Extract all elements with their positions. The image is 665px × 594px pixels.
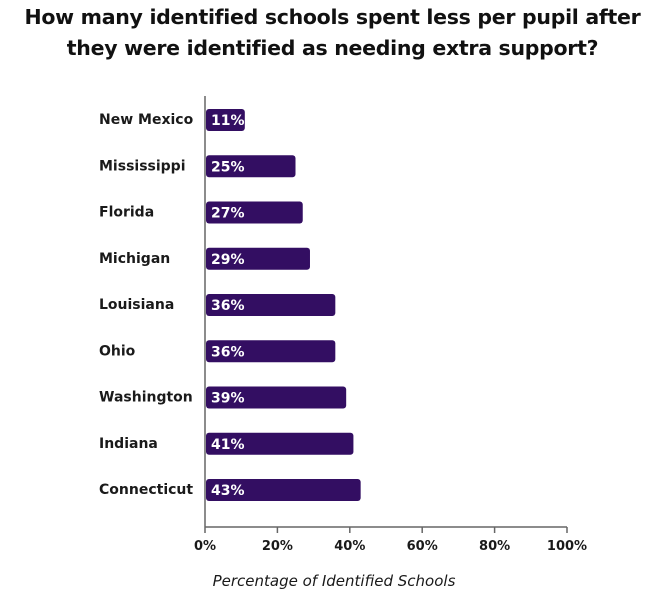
bar-value-label: 41% — [211, 437, 245, 453]
category-label: Louisiana — [99, 297, 174, 313]
x-tick-label: 40% — [334, 539, 365, 554]
bar-value-label: 11% — [211, 113, 245, 129]
bar-florida — [206, 201, 303, 224]
category-label: Indiana — [99, 436, 158, 452]
category-label: Washington — [99, 390, 193, 406]
bar-mississippi — [206, 155, 296, 178]
bar-value-label: 36% — [211, 298, 245, 314]
x-tick-label: 20% — [262, 539, 293, 554]
bar-value-label: 25% — [211, 159, 245, 175]
bar-louisiana — [206, 294, 336, 316]
x-tick-label: 80% — [479, 539, 510, 554]
category-label: Ohio — [99, 343, 136, 359]
category-label: New Mexico — [99, 112, 194, 128]
category-label: Florida — [99, 205, 154, 221]
x-tick-label: 100% — [547, 539, 587, 554]
bar-new-mexico — [206, 109, 245, 131]
bar-indiana — [206, 432, 354, 455]
bar-value-label: 39% — [211, 391, 245, 407]
bar-ohio — [206, 340, 336, 363]
x-tick-label: 0% — [194, 539, 216, 554]
bar-value-label: 27% — [211, 206, 245, 222]
x-axis-title: Percentage of Identified Schools — [213, 572, 456, 590]
bar-connecticut — [206, 479, 361, 501]
category-label: Michigan — [99, 251, 170, 267]
bar-value-label: 29% — [211, 252, 245, 268]
category-label: Mississippi — [99, 158, 186, 174]
chart-title: How many identified schools spent less p… — [24, 5, 641, 60]
bar-michigan — [206, 247, 310, 270]
bar-value-label: 36% — [211, 344, 245, 360]
bar-value-label: 43% — [211, 483, 245, 499]
category-label: Connecticut — [99, 482, 193, 498]
x-tick-label: 60% — [407, 539, 438, 554]
bar-washington — [206, 386, 347, 409]
